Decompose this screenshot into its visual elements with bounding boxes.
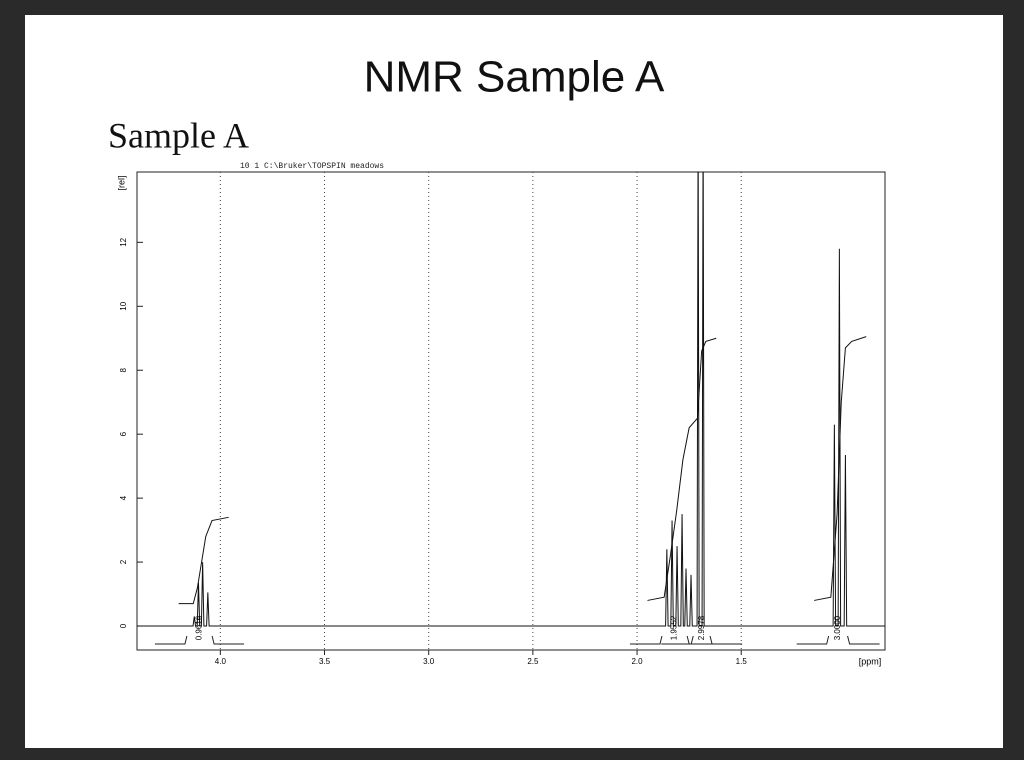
y-tick-label: 8: [119, 367, 128, 372]
integral-curve: [814, 336, 867, 601]
integral-label: 3.0000: [833, 615, 842, 640]
x-tick-label: 2.0: [631, 657, 643, 666]
header-text: 10 1 C:\Bruker\TOPSPIN meadows: [240, 162, 384, 171]
x-tick-label: 1.5: [736, 657, 748, 666]
y-tick-label: 10: [119, 301, 128, 310]
y-tick-label: 4: [119, 495, 128, 500]
integral-curve: [178, 516, 229, 605]
slide-title: NMR Sample A: [364, 53, 665, 102]
integral-label: 0.9616: [195, 615, 204, 640]
y-tick-label: 0: [119, 623, 128, 628]
y-tick-label: 12: [119, 237, 128, 246]
subtitle: Sample A: [108, 115, 249, 155]
x-tick-label: 2.5: [527, 657, 539, 666]
x-tick-label: 3.5: [319, 657, 331, 666]
integral-bracket: [796, 635, 880, 645]
integral-label: 1.9552: [670, 615, 679, 640]
integral-bracket: [661, 635, 743, 645]
y-tick-label: 6: [119, 431, 128, 436]
spectrum-line: [137, 172, 885, 627]
x-tick-label: 4.0: [215, 657, 227, 666]
x-axis-label: [ppm]: [859, 656, 882, 666]
integral-curve: [647, 337, 717, 601]
plot-frame: [136, 171, 886, 651]
integral-label: 2.9978: [697, 615, 706, 640]
x-tick-label: 3.0: [423, 657, 435, 666]
y-axis-label: [rel]: [116, 175, 126, 190]
integral-bracket: [154, 635, 245, 645]
y-tick-label: 2: [119, 559, 128, 564]
